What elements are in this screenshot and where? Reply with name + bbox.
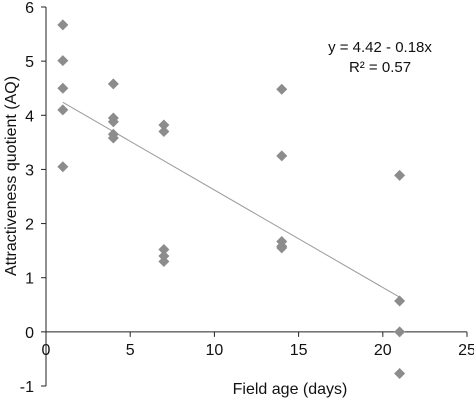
data-point: [394, 169, 406, 181]
x-tick-label: 0: [42, 342, 51, 359]
x-axis-title: Field age (days): [233, 381, 348, 398]
data-point: [158, 126, 170, 138]
data-point: [394, 326, 406, 338]
data-point: [158, 244, 170, 256]
data-point: [158, 119, 170, 131]
data-point: [57, 161, 69, 173]
data-point: [107, 78, 119, 90]
x-tick-label: 20: [374, 342, 392, 359]
axis-ticks: [41, 6, 468, 387]
x-tick-label: 10: [206, 342, 224, 359]
data-point: [394, 368, 406, 380]
data-point: [276, 83, 288, 95]
data-point: [107, 116, 119, 128]
data-point: [57, 19, 69, 31]
y-axis-title: Attractiveness quotient (AQ): [3, 76, 20, 276]
axis-tick-labels: -1 0 1 2 3 4 5 6 0 5 10 15 20 25: [20, 0, 474, 396]
data-point: [276, 242, 288, 254]
data-points: [57, 19, 406, 380]
y-tick-label: -1: [20, 379, 34, 396]
data-point: [57, 82, 69, 94]
y-tick-label: 3: [25, 162, 34, 179]
r-squared-label: R² = 0.57: [349, 59, 411, 76]
data-point: [107, 132, 119, 144]
data-point: [57, 55, 69, 67]
y-tick-label: 4: [25, 108, 34, 125]
y-tick-label: 2: [25, 217, 34, 234]
data-point: [158, 255, 170, 267]
x-tick-label: 15: [290, 342, 308, 359]
equation-label: y = 4.42 - 0.18x: [328, 39, 432, 56]
y-tick-label: 0: [25, 325, 34, 342]
x-tick-label: 5: [126, 342, 135, 359]
y-tick-label: 6: [25, 0, 34, 17]
trendline: [62, 101, 400, 298]
y-tick-label: 1: [25, 271, 34, 288]
x-tick-label: 25: [458, 342, 474, 359]
data-point: [394, 295, 406, 307]
data-point: [276, 150, 288, 162]
data-point: [57, 104, 69, 116]
y-tick-label: 5: [25, 54, 34, 71]
